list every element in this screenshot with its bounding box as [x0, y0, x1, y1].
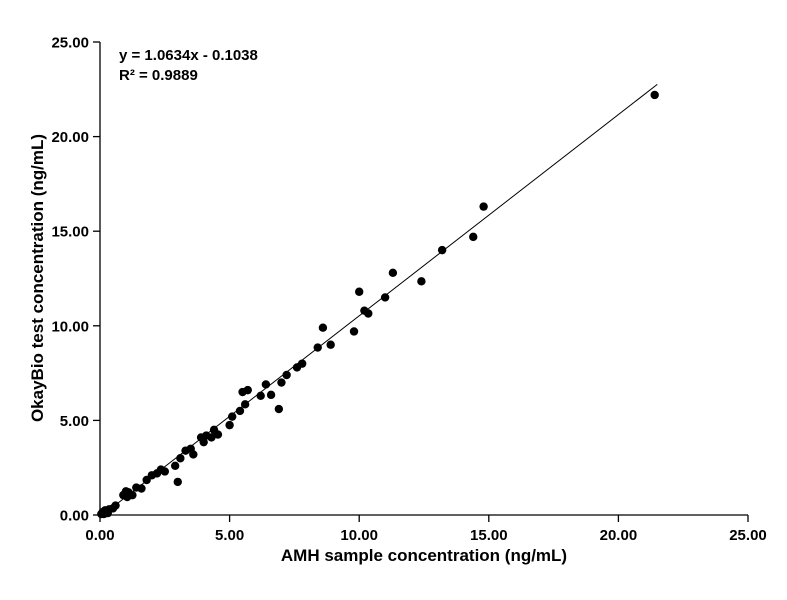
- data-point: [417, 277, 426, 286]
- data-point: [256, 391, 265, 401]
- y-tick-label: 25.00: [51, 35, 89, 52]
- data-point: [274, 404, 284, 414]
- data-point: [160, 467, 169, 476]
- data-point: [207, 433, 216, 442]
- y-tick-label: 5.00: [60, 413, 89, 430]
- y-tick-label: 0.00: [60, 508, 89, 525]
- y-axis-label: OkayBio test concentration (ng/mL): [28, 133, 47, 423]
- data-point: [297, 359, 307, 368]
- data-point: [650, 90, 659, 100]
- y-tick-label: 20.00: [51, 129, 89, 146]
- data-point: [380, 293, 390, 302]
- trendline: [102, 83, 658, 516]
- data-point: [189, 450, 198, 459]
- x-tick-label: 25.00: [729, 527, 767, 544]
- data-point: [282, 370, 291, 380]
- data-point: [355, 287, 364, 296]
- data-point: [213, 430, 223, 439]
- data-point: [137, 484, 146, 493]
- trendline-annotation: y = 1.0634x - 0.1038 R² = 0.9889: [119, 46, 258, 87]
- data-point: [199, 437, 208, 447]
- x-tick-label: 0.00: [85, 527, 114, 544]
- data-point: [313, 343, 322, 352]
- data-point: [176, 454, 185, 463]
- data-point: [437, 245, 447, 255]
- y-tick-label: 15.00: [51, 224, 89, 241]
- data-point: [128, 490, 137, 500]
- data-point: [479, 202, 488, 211]
- r-squared-value: R² = 0.9889: [119, 67, 198, 85]
- data-point: [469, 232, 478, 242]
- data-point: [170, 461, 180, 471]
- x-tick-label: 15.00: [470, 527, 508, 544]
- trendline-equation: y = 1.0634x - 0.1038: [119, 47, 258, 64]
- data-point: [235, 406, 245, 416]
- x-tick-label: 20.00: [600, 527, 638, 544]
- data-point: [388, 268, 398, 278]
- y-tick-label: 10.00: [51, 318, 89, 335]
- data-point: [173, 477, 182, 487]
- data-point: [261, 380, 271, 389]
- data-point: [277, 378, 286, 387]
- data-point: [266, 390, 276, 400]
- data-point: [364, 309, 373, 318]
- data-point: [243, 385, 252, 395]
- data-point: [240, 400, 250, 409]
- data-point: [318, 323, 328, 332]
- x-axis-label: AMH sample concentration (ng/mL): [280, 546, 568, 565]
- x-tick-label: 10.00: [340, 527, 378, 544]
- data-point: [225, 420, 234, 430]
- data-point: [111, 501, 120, 510]
- data-point: [227, 412, 237, 421]
- data-point: [349, 327, 359, 336]
- x-tick-label: 5.00: [215, 527, 244, 544]
- data-point: [326, 340, 335, 349]
